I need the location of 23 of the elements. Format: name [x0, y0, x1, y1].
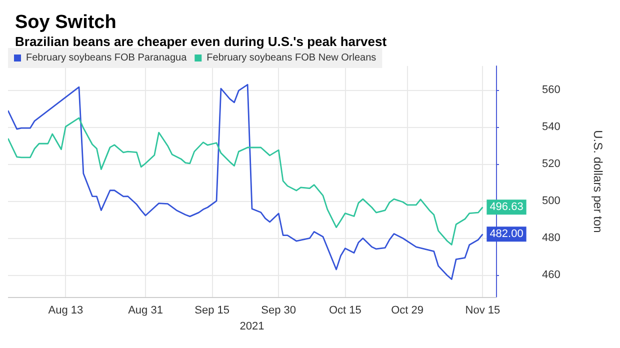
y-tick-label: 480	[542, 232, 560, 244]
data-label: 482.00	[490, 228, 524, 240]
line-series	[8, 84, 484, 280]
legend-label: February soybeans FOB New Orleans	[206, 52, 376, 64]
x-axis-title: 2021	[240, 320, 264, 332]
x-tick-label: Sep 30	[261, 304, 296, 316]
y-tick-label: 500	[542, 194, 560, 207]
x-tick-label: Aug 31	[128, 304, 163, 316]
x-tick-label: Oct 29	[391, 304, 424, 316]
x-tick-label: Aug 13	[48, 304, 84, 316]
y-axis-title: U.S. dollars per ton	[591, 130, 605, 233]
legend-label: February soybeans FOB Paranagua	[26, 52, 188, 64]
x-tick-label: Oct 15	[328, 304, 362, 316]
line-series	[8, 117, 484, 246]
chart-subtitle: Brazilian beans are cheaper even during U.S.'s peak harvest	[15, 34, 388, 49]
x-tick-label: Sep 15	[194, 304, 230, 316]
y-tick-label: 460	[542, 268, 560, 281]
data-label: 496.63	[490, 201, 524, 214]
x-tick-label: Nov 15	[465, 304, 500, 316]
y-tick-label: 540	[542, 120, 560, 133]
y-tick-label: 520	[542, 158, 560, 170]
chart-title: Soy Switch	[15, 12, 116, 33]
y-tick-label: 560	[542, 84, 560, 96]
